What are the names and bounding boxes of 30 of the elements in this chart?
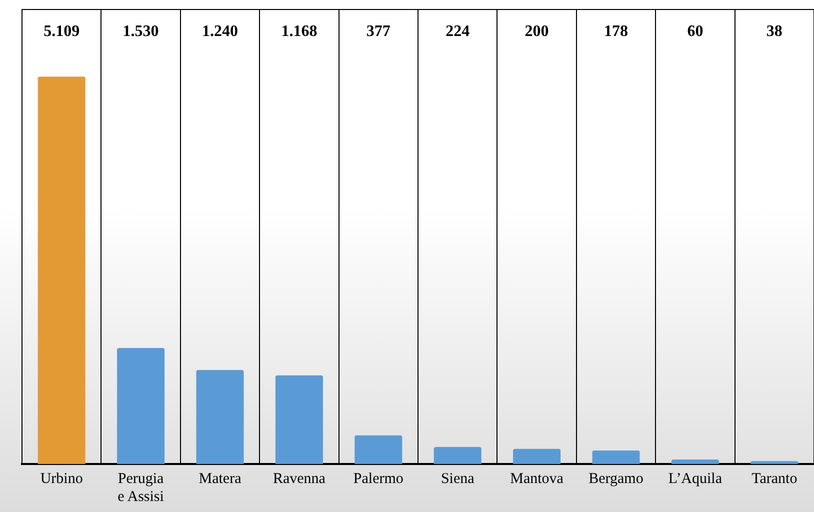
bar <box>275 375 323 464</box>
data-label: 1.168 <box>281 23 318 40</box>
data-label: 200 <box>524 23 549 40</box>
x-tick-label: Ravenna <box>272 470 326 487</box>
data-label: 60 <box>687 23 704 40</box>
bar <box>592 450 640 464</box>
x-tick-label: Palermo <box>353 470 404 487</box>
x-tick-label: Matera <box>198 470 242 487</box>
x-tick-label: L’Aquila <box>668 470 722 487</box>
x-tick-label: Perugia e Assisi <box>118 470 164 505</box>
bar <box>38 76 86 464</box>
bar <box>513 448 561 464</box>
data-label: 1.240 <box>202 23 238 40</box>
data-label: 178 <box>604 23 628 40</box>
data-label: 38 <box>766 23 782 40</box>
x-tick-label: Taranto <box>752 470 798 487</box>
bar <box>196 370 244 464</box>
x-tick-label: Bergamo <box>588 470 644 487</box>
bar <box>671 459 719 464</box>
bar <box>354 435 402 464</box>
x-tick-label: Mantova <box>510 470 564 487</box>
data-label: 377 <box>366 23 390 40</box>
x-tick-label: Urbino <box>40 470 83 487</box>
bar <box>117 348 165 464</box>
data-label: 1.530 <box>122 23 159 40</box>
data-label: 5.109 <box>44 23 80 40</box>
bar <box>750 461 798 464</box>
data-label: 224 <box>446 23 470 40</box>
bar <box>434 447 482 464</box>
x-tick-label: Siena <box>440 470 475 487</box>
